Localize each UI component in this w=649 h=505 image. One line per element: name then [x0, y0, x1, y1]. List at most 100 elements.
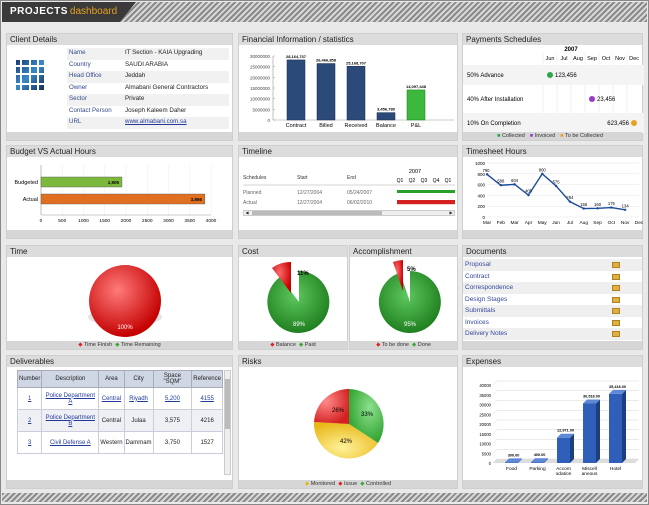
payment-label: 10% On Completion: [467, 121, 521, 127]
expense-bar-top: [583, 399, 600, 404]
document-item-submittals[interactable]: Submittals: [463, 305, 642, 317]
deliverable-ref[interactable]: 4155: [191, 387, 223, 410]
folder-icon[interactable]: [612, 308, 620, 314]
folder-icon[interactable]: [612, 273, 620, 280]
x-tick-label: 2500: [142, 218, 153, 224]
client-url-link[interactable]: www.almabani.com.sa: [123, 117, 229, 129]
scroll-thumb[interactable]: [225, 379, 230, 429]
deliverable-city[interactable]: Riyadh: [123, 387, 154, 410]
grid-line: [492, 449, 498, 454]
deliverable-desc[interactable]: Police Department B: [41, 409, 100, 432]
document-item-correspondence[interactable]: Correspondence: [463, 282, 642, 294]
x-tick-label: Hotel: [610, 466, 621, 472]
x-tick-label: Aug: [579, 220, 588, 226]
legend-item: Time Finish: [83, 342, 113, 348]
app-logo: PROJECTS dashboard: [2, 2, 136, 22]
y-tick-label: 5000: [482, 451, 492, 456]
client-detail-key: URL: [67, 117, 123, 129]
document-link[interactable]: Correspondence: [465, 284, 514, 291]
panel-title: Timeline: [239, 146, 457, 157]
scroll-thumb[interactable]: [252, 211, 382, 215]
panel-title: Timesheet Hours: [463, 146, 642, 157]
scroll-left-icon[interactable]: ◀: [245, 210, 249, 215]
folder-icon[interactable]: [612, 285, 620, 291]
deliverable-area: Central: [98, 409, 125, 432]
x-tick-label: Apr: [525, 220, 533, 226]
y-tick-label: 15000: [479, 432, 491, 437]
pie-slice-balance: [267, 271, 330, 333]
month-label: Jun: [546, 56, 555, 62]
expense-bar-side: [518, 458, 522, 463]
quarter-label: Q3: [421, 178, 428, 184]
deliverable-area[interactable]: Central: [98, 387, 125, 410]
timeline-start: 12/27/2004: [297, 200, 322, 206]
x-tick-label: Nov: [621, 220, 630, 226]
document-link[interactable]: Delivery Notes: [465, 330, 508, 337]
expenses-bar-chart: 40000 35000 30000 25000 20000 15000 10000 5000 0…: [479, 380, 639, 477]
deliverable-space: 3,575: [152, 409, 193, 432]
y-tick-label: 30000: [479, 403, 491, 408]
client-logo: [16, 60, 44, 90]
data-label: 800: [539, 167, 547, 172]
month-label: Oct: [602, 56, 611, 62]
risks-pie-chart: 26% 33% 42%: [313, 388, 384, 459]
column-header: Number: [16, 370, 43, 388]
folder-icon[interactable]: [612, 296, 620, 303]
expense-bar-top: [609, 389, 626, 394]
row-band: [463, 113, 644, 133]
timeline-bar: [397, 190, 455, 193]
deliverable-num[interactable]: 3: [16, 431, 43, 454]
document-link[interactable]: Submittals: [465, 307, 496, 314]
folder-icon[interactable]: [612, 319, 620, 326]
quarter-label: Q1: [397, 178, 404, 184]
document-link[interactable]: Design Stages: [465, 295, 508, 303]
deliverables-scrollbar[interactable]: [224, 370, 231, 475]
deliverable-desc[interactable]: Civil Defense A: [41, 431, 100, 454]
client-detail-value: Almabani General Contractors: [125, 83, 209, 91]
document-link[interactable]: Proposal: [465, 261, 491, 268]
x-tick-label: Dec: [635, 220, 644, 226]
panel-title: Risks: [239, 356, 457, 367]
folder-icon[interactable]: [612, 331, 620, 337]
payments-legend: ■ Collected ■ Invoiced ■ To be Collected: [463, 132, 642, 140]
cost-panel: Cost 89% 11% ◆ Balance ◆ Paid: [238, 245, 348, 350]
data-label: 160: [594, 202, 602, 207]
folder-icon[interactable]: [612, 262, 620, 268]
scroll-right-icon[interactable]: ▶: [449, 210, 453, 215]
document-item-proposal[interactable]: Proposal: [463, 259, 642, 271]
payments-schedule-grid: 2007 Jun Jul Aug Sep Oct Nov Dec 50% Advance 123,…: [463, 47, 644, 133]
document-item-contract[interactable]: Contract: [463, 271, 642, 283]
x-tick-label: May: [538, 220, 548, 226]
timeline-row-name: Planned: [243, 190, 262, 196]
expense-bar-side: [570, 433, 574, 463]
document-item-invoices[interactable]: Invoices: [463, 317, 642, 329]
deliverable-desc[interactable]: Police Department A: [41, 387, 100, 410]
client-detail-key: Head Office: [67, 71, 123, 83]
deliverable-space[interactable]: 5,200: [152, 387, 193, 410]
client-detail-row: Country SAUDI ARABIA: [67, 60, 229, 72]
column-header: Area: [98, 370, 125, 388]
panel-title: Time: [7, 246, 232, 257]
timeline-scrollbar[interactable]: ◀ ▶: [243, 210, 455, 216]
document-item-delivery-notes[interactable]: Delivery Notes: [463, 328, 642, 340]
y-tick-label: 20000: [479, 422, 491, 427]
client-detail-row: Name IT Section - KAIA Upgrading: [67, 48, 229, 60]
payment-value: 623,456: [607, 121, 629, 127]
payment-value: 123,456: [555, 73, 577, 79]
legend-item: Balance: [276, 342, 296, 348]
data-label: 156: [580, 202, 588, 207]
accomplishment-panel: Accomplishment 95% 5% ◆ To be done ◆ Don…: [349, 245, 458, 350]
month-label: Aug: [573, 56, 583, 62]
financial-panel: Financial Information / statistics 30000…: [238, 33, 458, 141]
panel-title: Deliverables: [7, 356, 232, 367]
pie-label: 42%: [340, 439, 353, 445]
document-link[interactable]: Invoices: [465, 318, 489, 326]
panel-footer: [239, 230, 457, 238]
payments-panel: Payments Schedules 2007 Jun Jul Aug Sep Oct No…: [462, 33, 644, 141]
document-item-design-stages[interactable]: Design Stages: [463, 294, 642, 306]
legend-item: Paid: [304, 342, 316, 348]
deliverable-num[interactable]: 1: [16, 387, 43, 410]
deliverable-num[interactable]: 2: [16, 409, 43, 432]
table-row: 2 Police Department B Central Julaa 3,575 421…: [16, 409, 223, 432]
document-link[interactable]: Contract: [465, 272, 490, 280]
